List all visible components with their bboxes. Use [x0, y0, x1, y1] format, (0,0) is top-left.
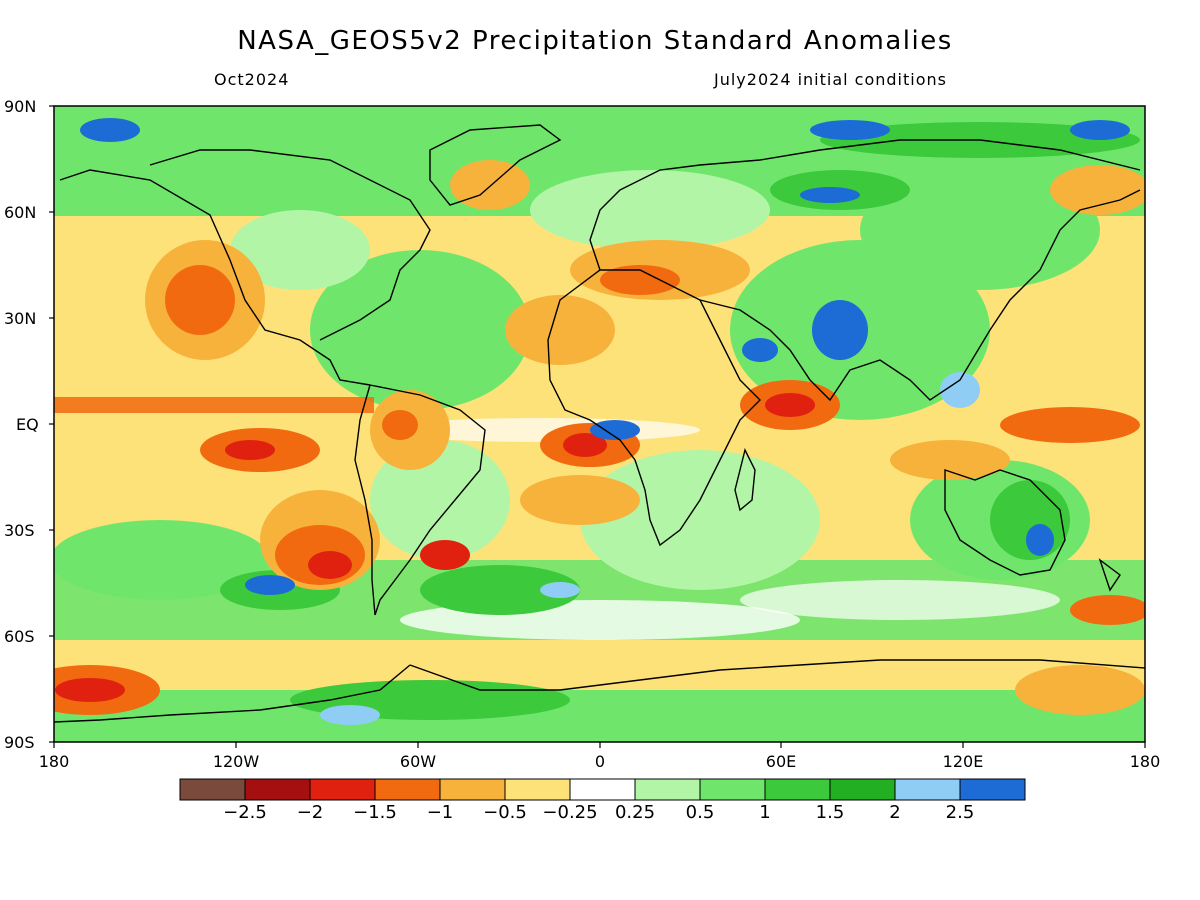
- lat-label-30n: 30N: [4, 309, 36, 328]
- lon-label-120e: 120E: [943, 752, 984, 771]
- lat-label-30s: 30S: [4, 521, 35, 540]
- lon-label-60w: 60W: [400, 752, 436, 771]
- colorbar-swatch: [504, 778, 571, 801]
- colorbar-swatch: [699, 778, 766, 801]
- anomaly-field: [54, 106, 1145, 742]
- colorbar-label: −1: [427, 802, 454, 823]
- colorbar-swatch: [959, 778, 1026, 801]
- colorbar-label: −1.5: [353, 802, 397, 823]
- lon-label-120w: 120W: [213, 752, 260, 771]
- lon-label-0: 0: [595, 752, 605, 771]
- colorbar-label: 2.5: [946, 802, 975, 823]
- colorbar-label: 0.5: [686, 802, 715, 823]
- colorbar-swatch: [569, 778, 636, 801]
- colorbar-swatch: [894, 778, 961, 801]
- lat-label-90n: 90N: [4, 97, 36, 116]
- colorbar-label: 1.5: [816, 802, 845, 823]
- colorbar-swatch: [374, 778, 441, 801]
- colorbar-label: −0.25: [542, 802, 597, 823]
- colorbar-swatch: [764, 778, 831, 801]
- lat-label-eq: EQ: [16, 415, 39, 434]
- colorbar-swatch: [179, 778, 246, 801]
- colorbar-swatch: [244, 778, 311, 801]
- axis-ticks: [49, 105, 1146, 748]
- colorbar-label: 0.25: [615, 802, 655, 823]
- valid-month-label: Oct2024: [214, 70, 290, 89]
- colorbar-swatch: [829, 778, 896, 801]
- init-conditions-label: July2024 initial conditions: [714, 70, 947, 89]
- lat-label-60n: 60N: [4, 203, 36, 222]
- colorbar-swatch: [309, 778, 376, 801]
- lat-label-90s: 90S: [4, 733, 35, 752]
- colorbar-label: −2.5: [223, 802, 267, 823]
- colorbar-swatch: [634, 778, 701, 801]
- lon-label-180e: 180: [1130, 752, 1161, 771]
- coastlines: [54, 124, 1145, 723]
- lon-label-180w: 180: [39, 752, 70, 771]
- colorbar-label: −2: [297, 802, 324, 823]
- map-title: NASA_GEOS5v2 Precipitation Standard Anom…: [237, 26, 953, 56]
- colorbar-label: −0.5: [483, 802, 527, 823]
- lat-label-60s: 60S: [4, 627, 35, 646]
- lon-label-60e: 60E: [766, 752, 796, 771]
- colorbar: −2.5 −2 −1.5 −1 −0.5 −0.25 0.25 0.5 1 1.5 2 2.5: [179, 778, 1026, 823]
- colorbar-label: 2: [889, 802, 900, 823]
- colorbar-label: 1: [759, 802, 770, 823]
- colorbar-swatch: [439, 778, 506, 801]
